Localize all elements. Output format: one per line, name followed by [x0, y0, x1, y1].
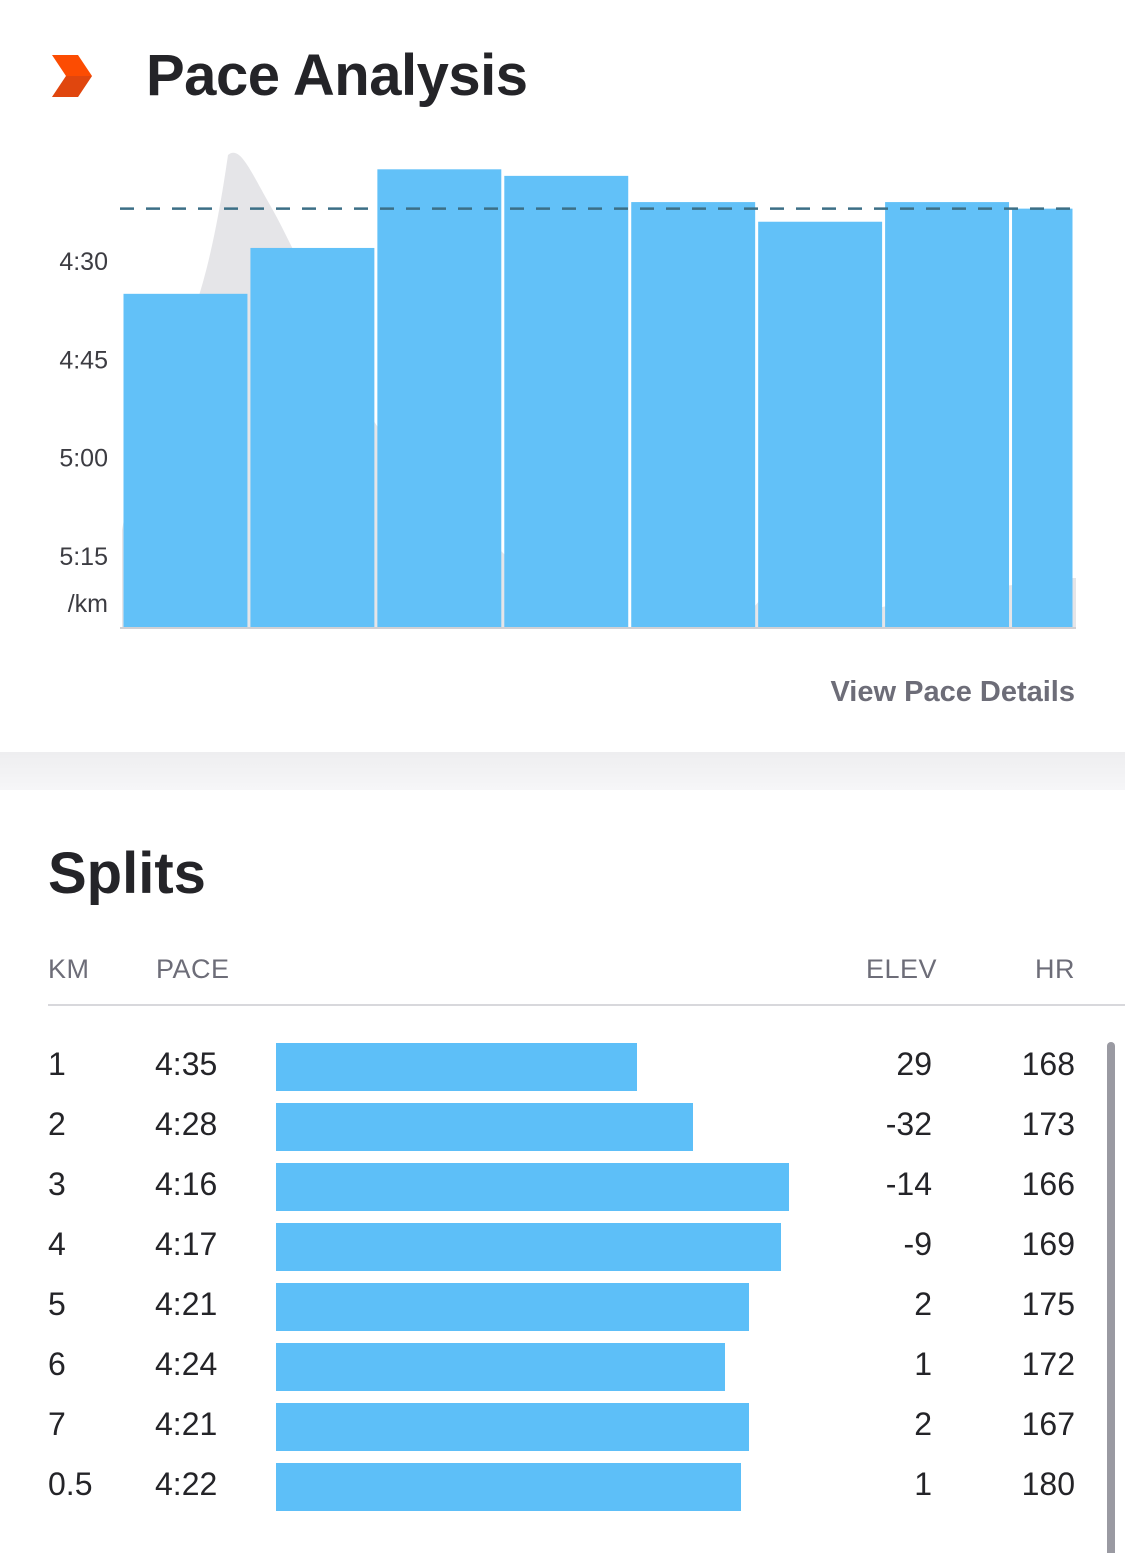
split-km: 3 — [48, 1166, 66, 1202]
header-pace: PACE — [156, 954, 230, 984]
split-km: 4 — [48, 1226, 66, 1262]
view-pace-details-link[interactable]: View Pace Details — [830, 676, 1075, 708]
pace-bar-4[interactable] — [504, 175, 629, 629]
split-pace-bar — [276, 1343, 725, 1391]
split-km: 1 — [48, 1046, 66, 1082]
split-hr: 172 — [1021, 1346, 1075, 1382]
split-pace-bar — [276, 1463, 741, 1511]
pace-bar-2[interactable] — [250, 247, 375, 628]
split-elev: 1 — [914, 1466, 932, 1502]
section-divider — [0, 752, 1125, 790]
split-pace-bar — [276, 1103, 693, 1151]
split-km: 2 — [48, 1106, 66, 1142]
split-pace: 4:21 — [155, 1286, 218, 1322]
split-elev: 29 — [896, 1046, 932, 1082]
split-row[interactable]: 4 4:17 -9 169 — [0, 1220, 1125, 1280]
chevron-right-icon — [52, 55, 92, 97]
header-km: KM — [48, 954, 90, 984]
split-hr: 173 — [1021, 1106, 1075, 1142]
split-pace-bar — [276, 1163, 789, 1211]
pace-bar-0.5[interactable] — [1012, 208, 1073, 628]
pace-bar-7[interactable] — [885, 202, 1010, 628]
pace-bars — [123, 169, 1073, 629]
y-axis-ticks: 4:30 4:45 5:00 5:15 — [59, 248, 108, 571]
split-hr: 175 — [1021, 1286, 1075, 1322]
split-elev: 2 — [914, 1286, 932, 1322]
splits-section: Splits KM PACE ELEV HR 1 4:35 29 168 2 4… — [0, 790, 1125, 1553]
split-row[interactable]: 0.5 4:22 1 180 — [0, 1460, 1125, 1520]
split-hr: 167 — [1021, 1406, 1075, 1442]
split-hr: 169 — [1021, 1226, 1075, 1262]
split-pace: 4:17 — [155, 1226, 218, 1262]
scrollbar[interactable] — [1107, 1042, 1115, 1553]
y-tick-label: 4:45 — [59, 346, 108, 374]
split-elev: -9 — [903, 1226, 932, 1262]
header-elev: ELEV — [866, 954, 938, 984]
pace-analysis-section: Pace Analysis 4:30 4:45 5:00 5:15 /km View … — [0, 0, 1125, 752]
split-pace: 4:16 — [155, 1166, 218, 1202]
split-pace-bar — [276, 1283, 749, 1331]
split-km: 0.5 — [48, 1466, 93, 1502]
split-pace-bar — [276, 1043, 637, 1091]
pace-analysis-title: Pace Analysis — [146, 43, 528, 108]
split-km: 7 — [48, 1406, 66, 1442]
split-pace: 4:28 — [155, 1106, 218, 1142]
split-pace: 4:24 — [155, 1346, 218, 1382]
y-tick-label: 5:00 — [59, 445, 108, 473]
split-hr: 166 — [1021, 1166, 1075, 1202]
split-km: 5 — [48, 1286, 66, 1322]
split-pace: 4:22 — [155, 1466, 218, 1502]
pace-bar-1[interactable] — [123, 293, 248, 628]
split-row[interactable]: 1 4:35 29 168 — [0, 1040, 1125, 1100]
split-pace-bar — [276, 1403, 749, 1451]
split-hr: 168 — [1021, 1046, 1075, 1082]
y-tick-label: 5:15 — [59, 543, 108, 571]
pace-bar-6[interactable] — [758, 221, 883, 628]
pace-chart[interactable]: 4:30 4:45 5:00 5:15 /km — [0, 130, 1125, 650]
split-elev: -14 — [885, 1166, 932, 1202]
split-km: 6 — [48, 1346, 66, 1382]
split-pace: 4:35 — [155, 1046, 218, 1082]
split-elev: 1 — [914, 1346, 932, 1382]
split-elev: -32 — [885, 1106, 932, 1142]
y-tick-label: 4:30 — [59, 248, 108, 276]
pace-bar-5[interactable] — [631, 202, 756, 628]
header-divider — [48, 1004, 1125, 1006]
split-row[interactable]: 7 4:21 2 167 — [0, 1400, 1125, 1460]
y-axis-unit-label: /km — [68, 590, 108, 618]
split-hr: 180 — [1021, 1466, 1075, 1502]
split-row[interactable]: 5 4:21 2 175 — [0, 1280, 1125, 1340]
header-hr: HR — [1035, 954, 1075, 984]
split-pace-bar — [276, 1223, 781, 1271]
pace-bar-3[interactable] — [377, 169, 502, 628]
split-pace: 4:21 — [155, 1406, 218, 1442]
splits-table[interactable]: 1 4:35 29 168 2 4:28 -32 173 3 4:16 -14 … — [0, 1040, 1125, 1520]
split-row[interactable]: 6 4:24 1 172 — [0, 1340, 1125, 1400]
pace-chart-container[interactable]: 4:30 4:45 5:00 5:15 /km — [0, 130, 1125, 650]
split-row[interactable]: 3 4:16 -14 166 — [0, 1160, 1125, 1220]
split-row[interactable]: 2 4:28 -32 173 — [0, 1100, 1125, 1160]
split-elev: 2 — [914, 1406, 932, 1442]
splits-title: Splits — [48, 841, 206, 906]
